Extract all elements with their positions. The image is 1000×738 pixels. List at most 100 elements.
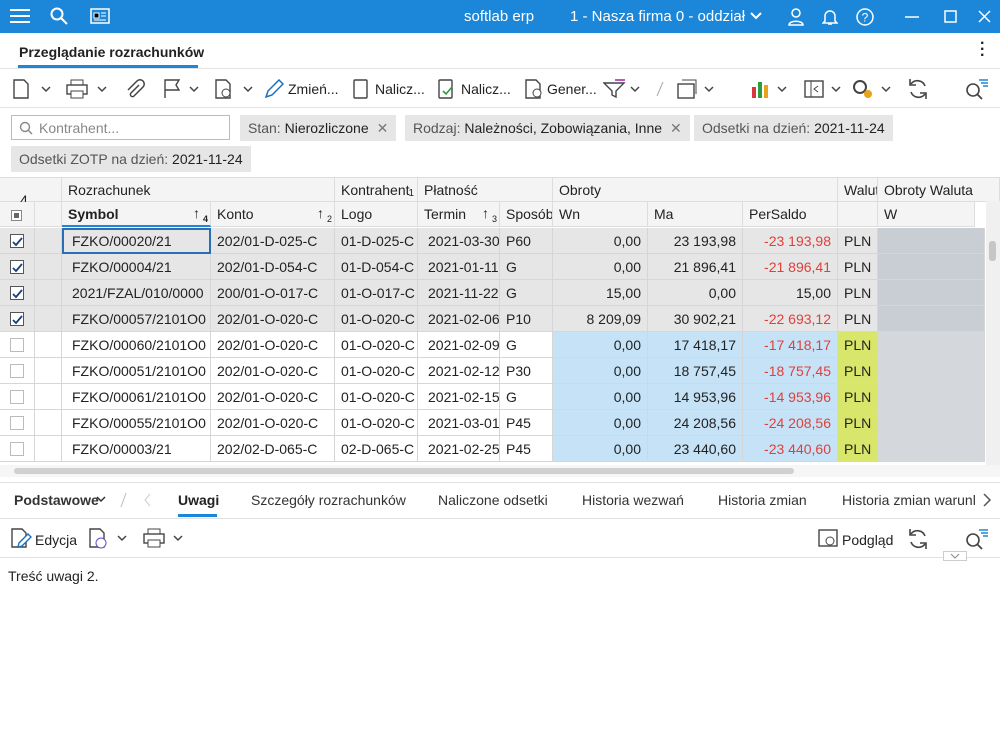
column-header[interactable]: Logo <box>335 202 418 227</box>
grid-cell[interactable]: 0,00 <box>553 384 648 410</box>
active-tab[interactable]: Przeglądanie rozrachunków <box>19 44 205 60</box>
remove-filter[interactable]: ✕ <box>376 120 389 136</box>
tabs-next[interactable] <box>982 492 992 508</box>
row-checkbox[interactable] <box>10 364 24 378</box>
dropdown-arrow[interactable] <box>750 12 762 20</box>
grid-cell[interactable]: PLN <box>838 384 878 410</box>
grid-cell[interactable]: 30 902,21 <box>648 306 743 332</box>
generate-button[interactable]: Gener... <box>547 81 597 97</box>
grid-cell[interactable]: -18 757,45 <box>743 358 838 384</box>
column-group[interactable]: Kontrahent 1 <box>335 178 418 202</box>
bottom-tab[interactable]: Historia wezwań <box>582 492 684 508</box>
grid-cell[interactable]: P45 <box>500 410 553 436</box>
accrue-button-2[interactable]: Nalicz... <box>461 81 511 97</box>
row-checkbox[interactable] <box>10 442 24 456</box>
grid-cell[interactable]: 01-O-020-C <box>335 410 418 436</box>
new-button[interactable] <box>12 79 52 99</box>
grid-cell[interactable]: 01-O-020-C <box>335 306 418 332</box>
grid-cell[interactable]: 200/01-O-017-C <box>211 280 335 306</box>
grid-cell[interactable]: -23 440,60 <box>743 436 838 462</box>
grid-cell[interactable]: 0,00 <box>553 254 648 280</box>
column-group[interactable]: Płatność <box>418 178 553 202</box>
grid-cell[interactable]: FZKO/00020/21 <box>62 228 211 254</box>
grid-cell[interactable]: 0,00 <box>553 410 648 436</box>
search-toolbar-button[interactable] <box>965 78 989 100</box>
grid-cell[interactable]: PLN <box>838 280 878 306</box>
grid-cell[interactable]: PLN <box>838 410 878 436</box>
grid-cell[interactable]: 23 193,98 <box>648 228 743 254</box>
company-select[interactable]: 1 - Nasza firma 0 - oddział <box>570 8 746 25</box>
search-icon[interactable] <box>50 7 68 25</box>
grid-cell[interactable]: 2021-03-01 <box>418 410 500 436</box>
maximize-button[interactable] <box>944 10 957 23</box>
grid-cell[interactable]: 0,00 <box>648 280 743 306</box>
grid-cell[interactable]: 14 953,96 <box>648 384 743 410</box>
search-button[interactable] <box>965 528 989 550</box>
grid-cell[interactable]: 2021-02-15 <box>418 384 500 410</box>
grid-cell[interactable]: 2021-01-11 <box>418 254 500 280</box>
grid-cell[interactable]: P30 <box>500 358 553 384</box>
column-header[interactable]: Wn <box>553 202 648 227</box>
dropdown-arrow[interactable] <box>96 496 106 504</box>
info-button[interactable] <box>88 528 130 550</box>
scroll-thumb[interactable] <box>14 468 794 474</box>
column-header[interactable]: Konto ↑ 2 <box>211 202 335 227</box>
settings-button[interactable] <box>214 79 254 99</box>
grid-cell[interactable]: G <box>500 332 553 358</box>
edit-button[interactable]: Edycja <box>35 532 78 548</box>
column-group[interactable]: Walut <box>838 178 878 202</box>
grid-cell[interactable]: PLN <box>838 254 878 280</box>
preview-button[interactable]: Podgląd <box>842 532 894 548</box>
grid-cell[interactable]: PLN <box>838 228 878 254</box>
grid-cell[interactable]: 01-D-054-C <box>335 254 418 280</box>
grid-cell[interactable]: 02-D-065-C <box>335 436 418 462</box>
row-checkbox[interactable] <box>10 338 24 352</box>
attach-button[interactable] <box>125 79 145 99</box>
layout-button[interactable] <box>804 79 844 99</box>
collapse-button[interactable] <box>943 551 967 561</box>
grid-cell[interactable]: G <box>500 280 553 306</box>
bottom-tab[interactable]: Historia zmian <box>718 492 807 508</box>
user-icon[interactable] <box>788 8 804 26</box>
grid-cell[interactable]: -21 896,41 <box>743 254 838 280</box>
grid-cell[interactable]: 21 896,41 <box>648 254 743 280</box>
grid-cell[interactable]: 8 209,09 <box>553 306 648 332</box>
grid-cell[interactable]: 2021-02-12 <box>418 358 500 384</box>
remove-filter[interactable]: ✕ <box>670 120 682 136</box>
column-header[interactable]: Ma <box>648 202 743 227</box>
refresh-button[interactable] <box>907 528 929 550</box>
view-menu[interactable]: Podstawowe <box>14 492 99 508</box>
accrue-button[interactable]: Nalicz... <box>375 81 425 97</box>
grid-cell[interactable]: -14 953,96 <box>743 384 838 410</box>
row-checkbox[interactable] <box>10 234 24 248</box>
grid-cell[interactable]: 2021-02-25 <box>418 436 500 462</box>
grid-cell[interactable]: 2021-11-22 <box>418 280 500 306</box>
column-header[interactable]: PerSaldo <box>743 202 838 227</box>
flag-button[interactable] <box>162 79 202 99</box>
grid-cell[interactable]: PLN <box>838 306 878 332</box>
column-group[interactable]: Obroty Waluta <box>878 178 1000 202</box>
grid-cell[interactable]: P10 <box>500 306 553 332</box>
grid-cell[interactable]: 2021-02-09 <box>418 332 500 358</box>
grid-cell[interactable]: FZKO/00055/2101O0 <box>62 410 211 436</box>
grid-cell[interactable]: 0,00 <box>553 228 648 254</box>
close-button[interactable] <box>978 10 991 23</box>
grid-cell[interactable]: P45 <box>500 436 553 462</box>
grid-cell[interactable]: 23 440,60 <box>648 436 743 462</box>
column-group[interactable]: Rozrachunek <box>62 178 335 202</box>
grid-cell[interactable]: 2021-03-30 <box>418 228 500 254</box>
row-checkbox[interactable] <box>10 416 24 430</box>
row-checkbox[interactable] <box>10 390 24 404</box>
grid-cell[interactable]: 202/01-O-020-C <box>211 358 335 384</box>
grid-cell[interactable]: 202/01-O-020-C <box>211 384 335 410</box>
row-checkbox[interactable] <box>10 286 24 300</box>
grid-cell[interactable]: PLN <box>838 436 878 462</box>
grid-cell[interactable]: P60 <box>500 228 553 254</box>
grid-cell[interactable]: FZKO/00061/2101O0 <box>62 384 211 410</box>
tools-button[interactable] <box>852 78 894 100</box>
scroll-thumb[interactable] <box>989 241 996 261</box>
menu-icon[interactable] <box>10 8 30 24</box>
grid-cell[interactable]: -24 208,56 <box>743 410 838 436</box>
help-icon[interactable]: ? <box>856 8 874 26</box>
bottom-tab[interactable]: Szczegóły rozrachunków <box>251 492 406 508</box>
